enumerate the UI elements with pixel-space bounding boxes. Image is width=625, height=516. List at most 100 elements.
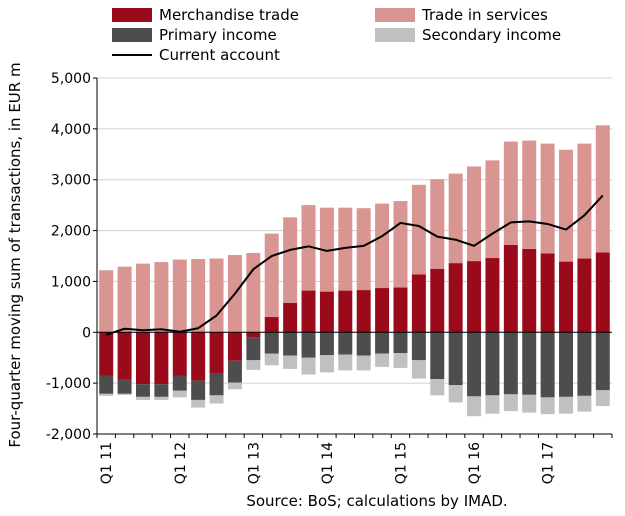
bar-merchandise-trade (264, 317, 279, 333)
bar-merchandise-trade (430, 268, 445, 333)
x-tick-label: Q1 17 (541, 442, 557, 484)
bar-merchandise-trade (246, 332, 261, 338)
bar-primary-income (172, 375, 187, 391)
current-account-series (105, 194, 604, 336)
bar-trade-in-services (191, 259, 206, 333)
bar-primary-income (577, 332, 592, 396)
x-tick-label: Q1 12 (173, 442, 189, 484)
legend-item-primary-income: Primary income (112, 26, 277, 44)
bar-merchandise-trade (411, 274, 426, 333)
bar-merchandise-trade (522, 248, 537, 333)
legend-swatch (112, 28, 152, 42)
bar-primary-income (209, 372, 224, 396)
legend-item-secondary-income: Secondary income (375, 26, 561, 44)
source-note: Source: BoS; calculations by IMAD. (246, 492, 507, 510)
bar-secondary-income (191, 399, 206, 408)
bar-trade-in-services (559, 149, 574, 262)
bar-secondary-income (356, 355, 371, 371)
bar-secondary-income (264, 353, 279, 366)
bar-secondary-income (301, 357, 316, 375)
bar-merchandise-trade (301, 290, 316, 333)
bar-primary-income (283, 332, 298, 356)
bar-trade-in-services (209, 258, 224, 333)
bar-trade-in-services (393, 201, 408, 288)
bar-primary-income (467, 332, 482, 397)
bar-secondary-income (246, 360, 261, 370)
bar-merchandise-trade (209, 332, 224, 373)
bar-merchandise-trade (227, 332, 242, 361)
legend-label: Merchandise trade (159, 6, 299, 24)
y-tick-label: 5,000 (51, 71, 91, 87)
bar-trade-in-services (430, 179, 445, 269)
bar-primary-income (154, 384, 169, 397)
bar-merchandise-trade (154, 332, 169, 385)
bar-trade-in-services (117, 266, 132, 333)
bar-trade-in-services (485, 160, 500, 259)
bar-trade-in-services (135, 263, 150, 333)
bar-trade-in-services (356, 208, 371, 291)
bar-trade-in-services (448, 173, 463, 264)
bar-trade-in-services (154, 262, 169, 333)
bar-trade-in-services (467, 166, 482, 262)
bar-primary-income (338, 332, 353, 355)
y-tick-label: -2,000 (46, 427, 91, 443)
legend-label: Trade in services (421, 6, 548, 24)
bar-primary-income (264, 332, 279, 354)
bar-trade-in-services (283, 217, 298, 303)
bar-secondary-income (393, 353, 408, 368)
bar-primary-income (503, 332, 518, 395)
bar-secondary-income (172, 390, 187, 398)
bar-trade-in-services (319, 207, 334, 292)
bar-merchandise-trade (99, 332, 114, 376)
x-tick-label: Q1 16 (467, 442, 483, 484)
legend-item-trade-in-services: Trade in services (375, 6, 548, 24)
bar-merchandise-trade (191, 332, 206, 381)
bar-primary-income (559, 332, 574, 397)
bar-primary-income (356, 332, 371, 356)
legend-swatch (375, 28, 415, 42)
bar-secondary-income (319, 355, 334, 373)
bar-primary-income (319, 332, 334, 356)
bar-trade-in-services (411, 184, 426, 275)
bar-merchandise-trade (393, 287, 408, 333)
bar-merchandise-trade (577, 258, 592, 333)
bar-primary-income (99, 375, 114, 394)
legend-swatch (112, 8, 152, 22)
bar-primary-income (191, 380, 206, 400)
bar-primary-income (117, 379, 132, 394)
x-tick-label: Q1 11 (99, 442, 115, 484)
bar-primary-income (448, 332, 463, 386)
bar-series (99, 125, 610, 417)
bar-secondary-income (283, 355, 298, 369)
bar-merchandise-trade (135, 332, 150, 385)
legend-item-merchandise-trade: Merchandise trade (112, 6, 299, 24)
bar-merchandise-trade (356, 290, 371, 333)
bar-primary-income (393, 332, 408, 354)
legend-label: Current account (159, 46, 280, 64)
legend-swatch (375, 8, 415, 22)
bar-secondary-income (467, 396, 482, 417)
bar-secondary-income (375, 353, 390, 367)
bar-primary-income (227, 360, 242, 383)
bar-merchandise-trade (172, 332, 187, 376)
bar-primary-income (246, 337, 261, 361)
y-tick-label: -1,000 (46, 376, 91, 392)
bar-secondary-income (430, 379, 445, 396)
x-tick-label: Q1 15 (393, 442, 409, 484)
bar-merchandise-trade (117, 332, 132, 380)
bar-secondary-income (154, 396, 169, 400)
bar-primary-income (301, 332, 316, 358)
bar-primary-income (375, 332, 390, 354)
bar-merchandise-trade (540, 253, 555, 333)
bar-trade-in-services (301, 205, 316, 291)
bar-trade-in-services (522, 140, 537, 249)
bar-primary-income (540, 332, 555, 398)
x-tick-labels: Q1 11 Q1 12 Q1 13 Q1 14 Q1 15 Q1 16 Q1 17 (99, 442, 556, 484)
bar-primary-income (522, 332, 537, 395)
bar-secondary-income (411, 360, 426, 379)
bar-merchandise-trade (559, 261, 574, 333)
bar-trade-in-services (540, 143, 555, 254)
bar-merchandise-trade (319, 291, 334, 333)
bar-merchandise-trade (283, 302, 298, 333)
